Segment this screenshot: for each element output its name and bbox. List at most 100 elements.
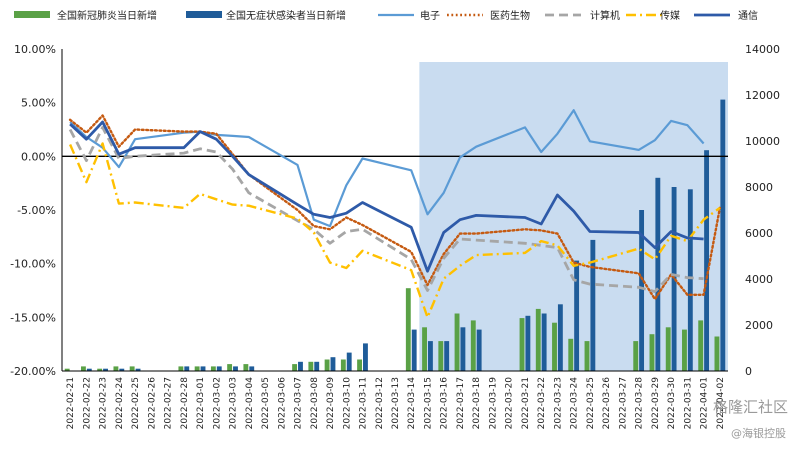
bar-confirmed	[698, 320, 704, 371]
x-tick-label: 2022-02-21	[66, 377, 76, 429]
right-tick-label: 4000	[745, 273, 773, 286]
left-tick-label: -5.00%	[17, 204, 56, 217]
bar-asymptomatic	[200, 366, 206, 371]
x-tick-label: 2022-03-17	[456, 377, 466, 429]
bar-confirmed	[405, 288, 411, 371]
left-tick-label: -15.00%	[10, 311, 56, 324]
x-tick-label: 2022-02-22	[82, 377, 92, 429]
bar-confirmed	[113, 366, 119, 371]
x-tick-label: 2022-03-09	[326, 377, 336, 430]
x-tick-label: 2022-02-28	[180, 377, 190, 430]
bar-confirmed	[292, 364, 298, 371]
right-tick-label: 0	[745, 365, 752, 378]
bar-confirmed	[665, 327, 671, 371]
bar-asymptomatic	[119, 368, 125, 371]
bar-confirmed	[438, 341, 444, 371]
x-tick-label: 2022-03-26	[602, 377, 612, 430]
bar-confirmed	[714, 336, 720, 371]
bar-asymptomatic	[233, 366, 238, 371]
left-tick-label: 0.00%	[21, 150, 56, 163]
x-tick-label: 2022-02-24	[115, 377, 125, 430]
x-tick-label: 2022-03-28	[635, 377, 645, 430]
bar-confirmed	[178, 366, 184, 371]
bar-asymptomatic	[444, 341, 450, 371]
right-tick-label: 10000	[745, 135, 780, 148]
watermark-text: 格隆汇社区	[713, 398, 788, 416]
x-tick-label: 2022-03-15	[423, 377, 433, 429]
x-tick-label: 2022-02-27	[164, 377, 174, 429]
right-tick-label: 14000	[745, 43, 780, 56]
bar-confirmed	[97, 368, 103, 371]
bar-asymptomatic	[314, 361, 320, 371]
x-tick-label: 2022-02-25	[131, 377, 141, 429]
bar-confirmed	[552, 322, 557, 371]
left-tick-label: -10.00%	[10, 258, 56, 271]
x-tick-label: 2022-03-06	[277, 377, 287, 430]
left-tick-label: 10.00%	[14, 43, 56, 56]
bar-asymptomatic	[590, 239, 596, 371]
x-tick-label: 2022-04-02	[716, 377, 726, 429]
bar-asymptomatic	[216, 366, 222, 371]
x-tick-label: 2022-03-25	[586, 377, 596, 429]
bar-confirmed	[80, 366, 86, 371]
x-tick-label: 2022-03-30	[667, 377, 677, 430]
x-tick-label: 2022-04-01	[700, 377, 710, 429]
bar-confirmed	[243, 364, 249, 371]
x-tick-label: 2022-03-16	[440, 377, 450, 430]
bar-asymptomatic	[135, 368, 141, 371]
right-tick-label: 12000	[745, 89, 780, 102]
bar-asymptomatic	[671, 187, 677, 371]
highlight-layer	[419, 62, 728, 371]
line-series-3	[68, 142, 721, 319]
bar-confirmed	[519, 318, 525, 371]
bar-asymptomatic	[655, 177, 661, 371]
bar-asymptomatic	[346, 352, 352, 371]
bar-confirmed	[633, 341, 639, 371]
bar-confirmed	[649, 334, 655, 371]
x-tick-label: 2022-03-01	[196, 377, 206, 429]
legend-label: 全国无症状感染者当日新增	[226, 9, 346, 22]
lines-layer	[68, 109, 722, 319]
bar-asymptomatic	[476, 329, 482, 371]
x-tick-label: 2022-03-22	[537, 377, 547, 429]
legend-label: 医药生物	[490, 9, 530, 22]
bar-asymptomatic	[557, 304, 563, 371]
x-tick-label: 2022-03-20	[505, 377, 515, 430]
x-tick-label: 2022-02-23	[99, 377, 109, 429]
right-tick-label: 8000	[745, 181, 773, 194]
highlight-band	[419, 62, 728, 371]
bar-asymptomatic	[427, 341, 433, 371]
x-tick-label: 2022-03-27	[618, 377, 628, 429]
bar-confirmed	[682, 329, 687, 371]
bar-confirmed	[422, 327, 427, 371]
bar-asymptomatic	[184, 366, 190, 371]
x-axis: 2022-02-21 2022-02-22 2022-02-23 2022-02-24…	[66, 377, 726, 430]
x-tick-label: 2022-03-13	[391, 377, 401, 429]
x-tick-label: 2022-03-12	[375, 377, 385, 429]
bar-asymptomatic	[363, 343, 368, 371]
x-tick-label: 2022-03-31	[683, 377, 693, 429]
left-tick-label: 5.00%	[21, 97, 56, 110]
x-tick-label: 2022-03-24	[570, 377, 580, 430]
x-tick-label: 2022-02-26	[147, 377, 157, 430]
bar-asymptomatic	[86, 368, 92, 371]
left-tick-label: -20.00%	[10, 365, 56, 378]
bars-layer	[64, 99, 726, 371]
bar-confirmed	[64, 368, 70, 371]
left-axis: 10.00% 5.00% 0.00% -5.00% -10.00% -15.00% -20.…	[10, 43, 56, 378]
bar-asymptomatic	[687, 189, 693, 371]
bar-confirmed	[308, 361, 314, 371]
line-series-0	[69, 109, 705, 228]
x-tick-label: 2022-03-21	[521, 377, 531, 429]
bar-asymptomatic	[411, 329, 417, 371]
right-axis: 14000 12000 10000 8000 6000 4000 2000 0	[745, 43, 780, 378]
bar-confirmed	[324, 359, 330, 371]
x-tick-label: 2022-03-23	[553, 377, 563, 429]
x-tick-label: 2022-03-10	[342, 377, 352, 430]
bar-confirmed	[454, 313, 460, 371]
bar-confirmed	[194, 366, 200, 371]
x-tick-label: 2022-03-04	[245, 377, 255, 430]
legend-label: 计算机	[590, 9, 620, 22]
legend-label: 传媒	[660, 10, 680, 22]
